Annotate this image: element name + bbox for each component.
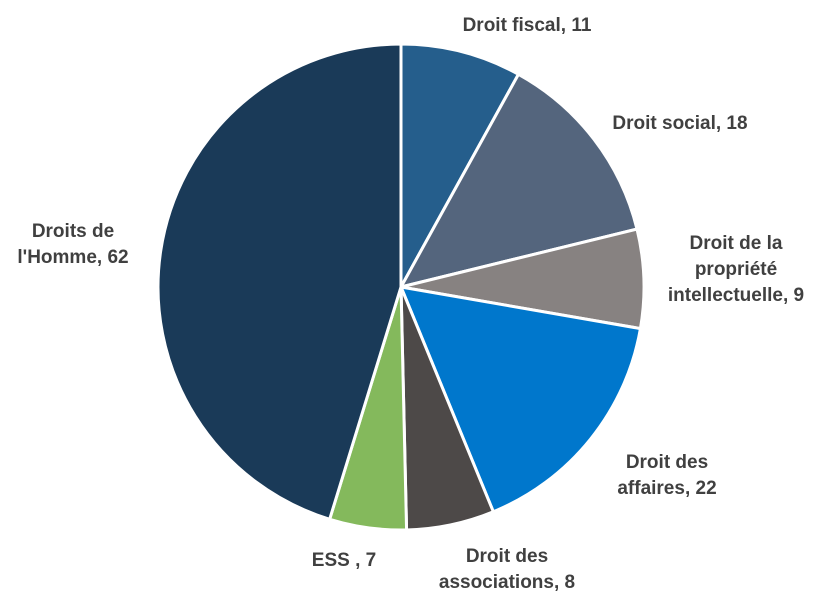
slice-label-droits-de-l-homme: Droits de l'Homme, 62 xyxy=(17,221,128,268)
slice-label-line: affaires, 22 xyxy=(617,478,716,499)
slice-label-droit-social: Droit social, 18 xyxy=(612,113,747,134)
slice-label-line: Droit fiscal, 11 xyxy=(463,15,592,36)
slice-label-line: intellectuelle, 9 xyxy=(668,285,804,306)
slice-label-droit-fiscal: Droit fiscal, 11 xyxy=(463,15,592,36)
pie-slice-droit-social xyxy=(399,72,639,289)
pie-slices xyxy=(156,42,646,532)
slice-label-ess: ESS , 7 xyxy=(312,550,376,571)
slice-label-line: l'Homme, 62 xyxy=(17,247,128,268)
slice-label-line: associations, 8 xyxy=(439,572,575,592)
pie-slice-droit-fiscal xyxy=(399,42,520,289)
slice-label-droit-des-associations: Droit des associations, 8 xyxy=(439,546,575,592)
slice-label-line: Droit des xyxy=(466,546,548,567)
pie-slice-droits-de-l-homme xyxy=(156,42,403,521)
slice-label-droit-de-la-propriete-intellectuelle: Droit de la propriété intellectuelle, 9 xyxy=(668,233,804,306)
slice-label-line: ESS , 7 xyxy=(312,550,376,571)
slice-label-line: Droit de la xyxy=(690,233,783,254)
slice-label-line: Droit des xyxy=(626,452,708,473)
pie-labels: Droit fiscal, 11 Droit social, 18 Droit de… xyxy=(17,15,804,592)
slice-label-line: propriété xyxy=(695,259,777,280)
pie-slice-droit-des-affaires xyxy=(399,285,642,514)
slice-label-line: Droits de xyxy=(32,221,114,242)
slice-label-droit-des-affaires: Droit des affaires, 22 xyxy=(617,452,716,499)
slice-label-line: Droit social, 18 xyxy=(612,113,747,134)
